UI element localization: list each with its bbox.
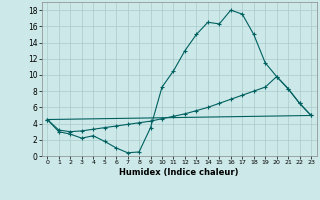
X-axis label: Humidex (Indice chaleur): Humidex (Indice chaleur) (119, 168, 239, 177)
